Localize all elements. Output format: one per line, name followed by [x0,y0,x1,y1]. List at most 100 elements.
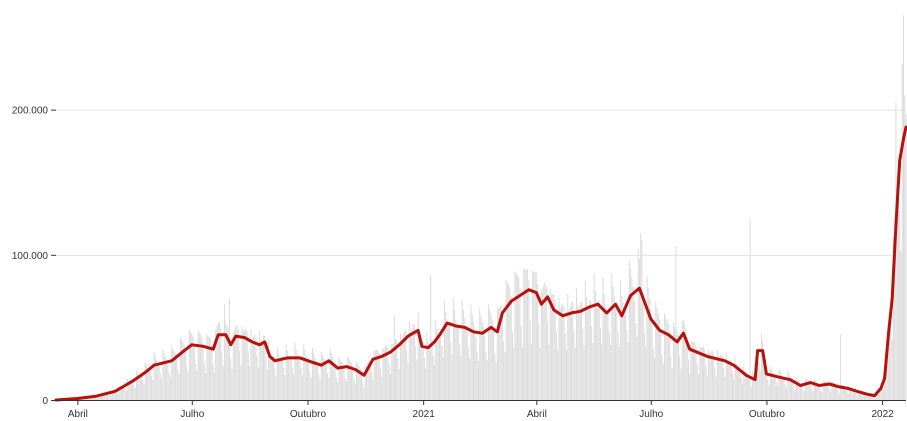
daily-bar [327,373,329,400]
daily-bar [784,384,786,400]
daily-bar [213,372,215,400]
daily-bar [157,363,159,400]
daily-bar [779,371,781,400]
daily-bar [831,381,833,400]
daily-bar [235,326,237,400]
daily-bar [825,381,827,400]
daily-bar [710,351,712,400]
daily-bar [661,354,663,400]
daily-bar [562,302,564,400]
daily-bar [387,347,389,400]
daily-bar [496,309,498,400]
daily-bar [466,331,468,400]
daily-bar [298,358,300,400]
daily-bar [610,345,612,400]
daily-bar [724,377,726,400]
daily-bar [205,373,207,400]
daily-bar [412,324,414,400]
daily-bar [589,299,591,400]
daily-bar [268,339,270,400]
daily-bar [318,374,320,400]
daily-bar [721,355,723,400]
daily-bar [592,343,594,400]
x-tick-label: Julho [639,409,663,420]
daily-bar [431,339,433,400]
daily-bar [377,349,379,400]
daily-bar [343,366,345,400]
daily-bar [685,328,687,400]
daily-bar [539,347,541,400]
daily-bar [470,304,472,400]
daily-bar [394,338,396,400]
daily-bar [823,381,825,400]
daily-bar [738,366,740,400]
daily-bar [612,286,614,400]
daily-bar [457,326,459,400]
daily-bar [345,381,347,400]
daily-bar [450,341,452,400]
daily-bar [449,321,451,400]
daily-bar [749,218,751,400]
daily-bar [813,378,815,400]
daily-bar [193,343,195,400]
daily-bar [260,340,262,400]
daily-bar [645,346,647,400]
daily-bar [558,296,560,400]
daily-bar [855,393,857,400]
daily-bar [680,368,682,400]
daily-bar [896,188,898,400]
daily-bar [490,313,492,400]
daily-bar [729,358,731,400]
daily-bar [718,356,720,400]
daily-bar [197,329,199,400]
daily-bar [583,345,585,400]
daily-bar [647,288,649,400]
daily-bar [674,326,676,400]
daily-bar [529,320,531,400]
daily-bar [535,272,537,400]
daily-bar [183,344,185,400]
daily-bar [788,374,790,400]
daily-bar [608,331,610,400]
daily-bar [650,308,652,400]
daily-bar [187,371,189,400]
daily-bar [456,328,458,400]
daily-bar [787,371,789,400]
daily-bar [94,395,96,400]
daily-bar [415,346,417,400]
daily-bar [342,362,344,400]
daily-bar [628,260,630,400]
daily-bar [869,394,871,400]
daily-bar [323,357,325,400]
daily-bar [877,390,879,400]
daily-bar [289,357,291,400]
daily-bar [408,321,410,400]
daily-bar [545,286,547,400]
daily-bar [498,307,500,400]
daily-bar [537,284,539,400]
daily-bar [188,329,190,400]
daily-bar [617,331,619,400]
y-axis: 0 100.000 200.000 [12,106,56,407]
daily-bar [403,330,405,400]
daily-bar [623,307,625,400]
daily-bar [789,376,791,400]
daily-bar [802,389,804,400]
daily-bar [550,294,552,400]
daily-bar [836,385,838,400]
daily-bar [687,360,689,400]
daily-bar [880,387,882,400]
daily-bar [109,390,111,400]
daily-bar [606,313,608,400]
daily-bar [286,350,288,400]
daily-bar [516,275,518,400]
daily-bar [648,298,650,400]
daily-bar [363,387,365,400]
daily-bar [881,388,883,400]
daily-bar [667,323,669,400]
daily-bar [543,284,545,400]
daily-bar [739,367,741,400]
daily-bar [604,306,606,400]
daily-bar [812,391,814,400]
daily-bar [281,356,283,400]
